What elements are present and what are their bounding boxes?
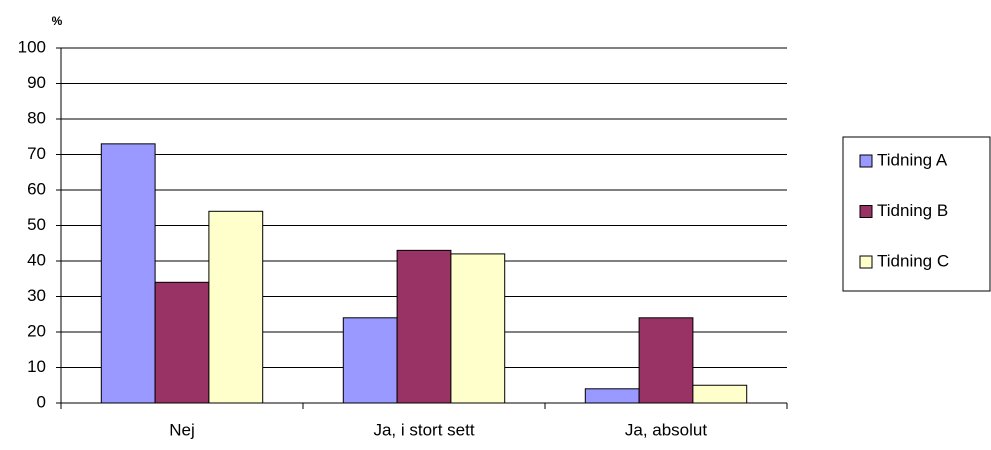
legend-swatch <box>859 154 873 168</box>
y-axis-label: % <box>52 14 63 28</box>
bar <box>638 317 694 404</box>
x-tick-label: Ja, absolut <box>625 420 707 439</box>
legend-label: Tidning A <box>877 150 948 169</box>
x-tick-label: Nej <box>169 420 195 439</box>
bar <box>450 253 506 404</box>
y-tick-label: 50 <box>27 215 46 234</box>
legend-swatch <box>859 255 873 269</box>
y-tick-label: 80 <box>27 108 46 127</box>
y-tick-label: 30 <box>27 286 46 305</box>
y-tick-label: 40 <box>27 250 46 269</box>
bar <box>208 210 264 404</box>
legend-label: Tidning B <box>877 201 948 220</box>
bar <box>342 317 398 404</box>
y-tick-label: 60 <box>27 179 46 198</box>
x-tick-label: Ja, i stort sett <box>373 420 474 439</box>
y-tick-label: 0 <box>37 392 46 411</box>
legend-swatch <box>859 205 873 218</box>
bar <box>396 249 452 404</box>
y-tick-label: 100 <box>18 37 46 56</box>
y-tick-label: 20 <box>27 321 46 340</box>
legend-label: Tidning C <box>877 251 949 270</box>
bar <box>584 388 640 404</box>
bar <box>100 143 156 404</box>
bar <box>154 281 210 404</box>
bar <box>692 384 748 404</box>
y-tick-label: 10 <box>27 357 46 376</box>
y-tick-label: 90 <box>27 73 46 92</box>
y-tick-label: 70 <box>27 144 46 163</box>
